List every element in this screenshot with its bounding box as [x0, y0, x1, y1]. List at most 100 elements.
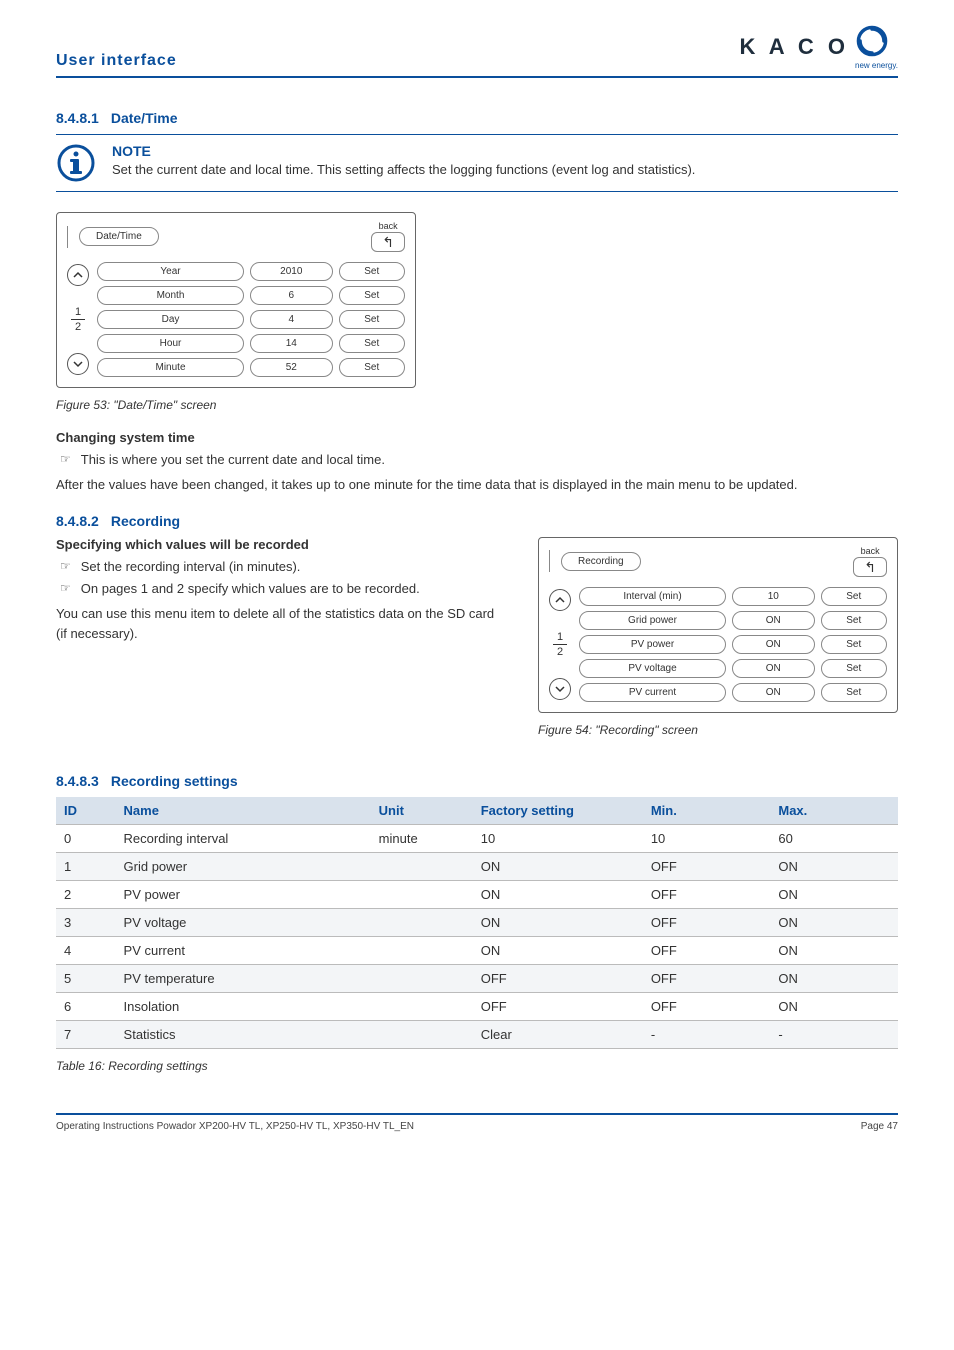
table-caption-16: Table 16: Recording settings — [56, 1059, 898, 1073]
cell-min: - — [643, 1020, 771, 1048]
cell-factory: ON — [473, 852, 643, 880]
chevron-up-icon — [554, 594, 566, 606]
row-label-button[interactable]: Month — [97, 286, 244, 305]
recording-settings-table: ID Name Unit Factory setting Min. Max. 0… — [56, 797, 898, 1049]
row-label-button[interactable]: Day — [97, 310, 244, 329]
screen-row: Minute52Set — [97, 358, 405, 377]
cell-name: PV voltage — [116, 908, 371, 936]
cell-min: OFF — [643, 908, 771, 936]
cell-max: ON — [770, 964, 898, 992]
after-paragraph: After the values have been changed, it t… — [56, 475, 898, 495]
set-button[interactable]: Set — [821, 683, 887, 702]
col-unit: Unit — [371, 797, 473, 825]
screen-row: Hour14Set — [97, 334, 405, 353]
row-label-button[interactable]: Interval (min) — [579, 587, 726, 606]
col-id: ID — [56, 797, 116, 825]
screen-title: Date/Time — [79, 227, 159, 246]
row-value: ON — [732, 635, 815, 654]
table-row: 7StatisticsClear-- — [56, 1020, 898, 1048]
nav-up-button[interactable] — [549, 589, 571, 611]
list-item: ☞Set the recording interval (in minutes)… — [60, 558, 508, 576]
row-value: 6 — [250, 286, 333, 305]
heading-recording-settings: 8.4.8.3Recording settings — [56, 773, 898, 789]
row-label-button[interactable]: Year — [97, 262, 244, 281]
cell-min: OFF — [643, 852, 771, 880]
cell-id: 4 — [56, 936, 116, 964]
row-label-button[interactable]: PV voltage — [579, 659, 726, 678]
back-arrow-icon: ↰ — [382, 234, 394, 250]
title-line-icon — [67, 226, 73, 248]
nav-up-button[interactable] — [67, 264, 89, 286]
hand-icon: ☞ — [60, 451, 71, 469]
table-row: 2PV powerONOFFON — [56, 880, 898, 908]
screen-row: PV power ON Set — [579, 635, 887, 654]
screen-row: Month 6 Set — [97, 286, 405, 305]
cell-factory: ON — [473, 908, 643, 936]
set-button[interactable]: Set — [821, 611, 887, 630]
footer-right: Page 47 — [861, 1121, 898, 1132]
set-button[interactable]: Set — [821, 635, 887, 654]
cell-min: OFF — [643, 992, 771, 1020]
set-button[interactable]: Set — [339, 310, 405, 329]
cell-name: PV power — [116, 880, 371, 908]
cell-factory: 10 — [473, 824, 643, 852]
col-max: Max. — [770, 797, 898, 825]
heading-datetime: 8.4.8.1Date/Time — [56, 110, 898, 126]
cell-factory: Clear — [473, 1020, 643, 1048]
col-factory: Factory setting — [473, 797, 643, 825]
back-arrow-icon: ↰ — [864, 559, 876, 575]
para-delete-stats: You can use this menu item to delete all… — [56, 604, 508, 643]
row-value: 10 — [732, 587, 815, 606]
set-button[interactable]: Set — [821, 587, 887, 606]
cell-unit — [371, 880, 473, 908]
screen-row: PV currentONSet — [579, 683, 887, 702]
row-label-button[interactable]: Minute — [97, 358, 244, 377]
cell-id: 3 — [56, 908, 116, 936]
figure-caption-53: Figure 53: "Date/Time" screen — [56, 398, 898, 412]
cell-max: ON — [770, 852, 898, 880]
back-button[interactable]: ↰ — [371, 232, 405, 252]
back-label: back — [371, 221, 405, 231]
row-label-button[interactable]: Hour — [97, 334, 244, 353]
section-title: User interface — [56, 52, 177, 70]
cell-factory: OFF — [473, 992, 643, 1020]
logo-text: K A C O — [740, 34, 849, 60]
cell-id: 2 — [56, 880, 116, 908]
table-row: 5PV temperatureOFFOFFON — [56, 964, 898, 992]
set-button[interactable]: Set — [339, 286, 405, 305]
cell-name: Insolation — [116, 992, 371, 1020]
cell-max: ON — [770, 880, 898, 908]
heading-recording: 8.4.8.2Recording — [56, 513, 898, 529]
table-row: 0Recording intervalminute101060 — [56, 824, 898, 852]
screen-title: Recording — [561, 552, 641, 571]
cell-max: ON — [770, 936, 898, 964]
set-button[interactable]: Set — [339, 334, 405, 353]
cell-max: ON — [770, 908, 898, 936]
back-label: back — [853, 546, 887, 556]
back-button[interactable]: ↰ — [853, 557, 887, 577]
col-name: Name — [116, 797, 371, 825]
row-label-button[interactable]: PV power — [579, 635, 726, 654]
figure-caption-54: Figure 54: "Recording" screen — [538, 723, 898, 737]
cell-id: 7 — [56, 1020, 116, 1048]
set-button[interactable]: Set — [821, 659, 887, 678]
nav-down-button[interactable] — [67, 353, 89, 375]
cell-id: 5 — [56, 964, 116, 992]
nav-down-button[interactable] — [549, 678, 571, 700]
cell-unit — [371, 852, 473, 880]
set-button[interactable]: Set — [339, 262, 405, 281]
set-button[interactable]: Set — [339, 358, 405, 377]
row-label-button[interactable]: PV current — [579, 683, 726, 702]
table-row: 1Grid powerONOFFON — [56, 852, 898, 880]
list-item: ☞On pages 1 and 2 specify which values a… — [60, 580, 508, 598]
cell-name: Recording interval — [116, 824, 371, 852]
chevron-up-icon — [72, 269, 84, 281]
cell-name: PV current — [116, 936, 371, 964]
hand-icon: ☞ — [60, 558, 71, 576]
cell-unit — [371, 1020, 473, 1048]
row-label-button[interactable]: Grid power — [579, 611, 726, 630]
cell-min: 10 — [643, 824, 771, 852]
cell-unit: minute — [371, 824, 473, 852]
page-footer: Operating Instructions Powador XP200-HV … — [56, 1113, 898, 1132]
cell-max: 60 — [770, 824, 898, 852]
